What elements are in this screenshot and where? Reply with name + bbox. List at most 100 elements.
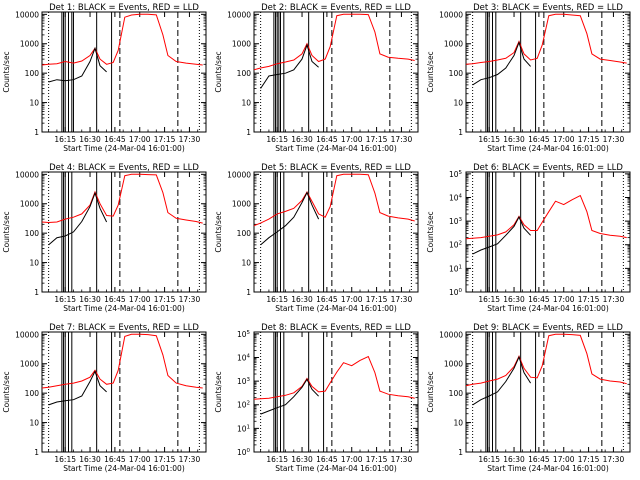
- det-9-xlabel: Start Time (24-Mar-04 16:01:00): [487, 464, 609, 473]
- det-6-ytick-label: 104: [449, 193, 463, 202]
- det-2-xtick-label: 16:30: [291, 135, 313, 144]
- det-5-xtick-label: 17:00: [341, 295, 363, 304]
- det-4-ytick-label: 100: [25, 229, 40, 238]
- det-9-ytick-label: 10: [453, 419, 463, 428]
- det-8-ytick-label: 101: [237, 424, 250, 433]
- det-5-xtick-label: 16:30: [291, 295, 313, 304]
- det-1-xlabel: Start Time (24-Mar-04 16:01:00): [63, 144, 185, 153]
- det-1-ytick-label: 100: [25, 69, 40, 78]
- det-5-xlabel: Start Time (24-Mar-04 16:01:00): [275, 304, 397, 313]
- det-3-xtick-label: 17:30: [603, 135, 625, 144]
- det-5-events-line: [260, 191, 320, 246]
- det-2-xtick-label: 17:30: [391, 135, 413, 144]
- det-5-xtick-label: 17:30: [391, 295, 413, 304]
- det-9-xtick-label: 17:00: [553, 455, 575, 464]
- det-1-panel: Det 1: BLACK = Events, RED = LLD 1 10 100 10…: [2, 3, 207, 153]
- det-9-xtick-label: 16:30: [503, 455, 525, 464]
- det-9-events-line: [472, 355, 532, 406]
- det-6-xtick-label: 16:45: [528, 295, 550, 304]
- det-6-axis-box: [465, 171, 631, 293]
- det-9-lld-line: [465, 333, 627, 387]
- det-5-title: Det 5: BLACK = Events, RED = LLD: [261, 163, 411, 173]
- det-4-xtick-label: 17:00: [129, 295, 151, 304]
- det-7-title: Det 7: BLACK = Events, RED = LLD: [49, 323, 199, 333]
- det-8-axis-box: [253, 331, 419, 453]
- det-3-events-line: [472, 40, 531, 86]
- det-7-xtick-label: 16:45: [104, 455, 126, 464]
- det-9-xtick-label: 16:15: [478, 455, 500, 464]
- det-1-xtick-label: 17:00: [129, 135, 151, 144]
- det-7-ytick-label: 1000: [20, 360, 39, 369]
- det-3-xtick-label: 16:15: [478, 135, 500, 144]
- det-8-xlabel: Start Time (24-Mar-04 16:01:00): [275, 464, 397, 473]
- det-2-xtick-label: 16:45: [316, 135, 338, 144]
- det-5-ytick-label: 1000: [232, 200, 251, 209]
- det-8-ytick-label: 100: [237, 448, 251, 457]
- det-9-axis-box: [465, 331, 631, 453]
- det-6-ylabel: Counts/sec: [426, 211, 435, 252]
- det-7-ytick-label: 10000: [15, 330, 39, 339]
- det-1-axis-box: [41, 11, 207, 133]
- det-2-ytick-label: 1000: [232, 40, 251, 49]
- det-2-xtick-label: 16:15: [266, 135, 288, 144]
- det-1-ytick-label: 10: [29, 99, 39, 108]
- det-9-ytick-label: 10000: [439, 330, 463, 339]
- det-4-ylabel: Counts/sec: [2, 211, 11, 252]
- det-9-ytick-label: 1: [458, 448, 463, 457]
- det-2-xlabel: Start Time (24-Mar-04 16:01:00): [275, 144, 397, 153]
- det-2-axis-box: [253, 11, 419, 133]
- det-5-ytick-label: 100: [237, 229, 252, 238]
- det-4-title: Det 4: BLACK = Events, RED = LLD: [49, 163, 199, 173]
- det-4-ytick-label: 1: [34, 288, 39, 297]
- det-6-events-line: [472, 215, 531, 255]
- det-5-xtick-label: 17:15: [366, 295, 388, 304]
- det-3-lld-line: [465, 13, 627, 65]
- det-4-xtick-label: 16:15: [54, 295, 76, 304]
- det-4-xtick-label: 16:30: [79, 295, 101, 304]
- det-3-ylabel: Counts/sec: [426, 51, 435, 92]
- det-2-ytick-label: 10: [241, 99, 251, 108]
- det-8-ytick-label: 102: [237, 401, 250, 410]
- det-1-ylabel: Counts/sec: [2, 51, 11, 92]
- det-3-ytick-label: 1000: [444, 40, 463, 49]
- det-1-xtick-label: 16:30: [79, 135, 101, 144]
- det-3-title: Det 3: BLACK = Events, RED = LLD: [473, 3, 623, 13]
- det-2-ylabel: Counts/sec: [214, 51, 223, 92]
- det-1-title: Det 1: BLACK = Events, RED = LLD: [49, 3, 199, 13]
- det-4-ytick-label: 1000: [20, 200, 39, 209]
- det-6-xtick-label: 17:00: [553, 295, 575, 304]
- det-6-xtick-label: 16:30: [503, 295, 525, 304]
- det-6-ytick-label: 103: [449, 217, 463, 226]
- det-4-xtick-label: 17:30: [179, 295, 201, 304]
- det-9-xtick-label: 17:15: [578, 455, 600, 464]
- det-5-panel: Det 5: BLACK = Events, RED = LLD 1 10 100 10…: [214, 163, 419, 313]
- det-7-ylabel: Counts/sec: [2, 371, 11, 412]
- det-7-lld-line: [41, 333, 203, 389]
- det-9-title: Det 9: BLACK = Events, RED = LLD: [473, 323, 623, 333]
- det-4-events-line: [48, 191, 108, 246]
- det-3-ytick-label: 100: [449, 69, 464, 78]
- det-7-xtick-label: 16:15: [54, 455, 76, 464]
- det-4-xtick-label: 16:45: [104, 295, 126, 304]
- det-9-panel: Det 9: BLACK = Events, RED = LLD 1 10 100 10…: [426, 323, 631, 473]
- det-5-xtick-label: 16:15: [266, 295, 288, 304]
- det-4-lld-line: [41, 173, 203, 224]
- det-8-title: Det 8: BLACK = Events, RED = LLD: [261, 323, 411, 333]
- det-1-events-line: [48, 46, 107, 83]
- det-5-ytick-label: 1: [246, 288, 251, 297]
- det-3-panel: Det 3: BLACK = Events, RED = LLD 1 10 100 10…: [426, 3, 631, 153]
- det-4-ytick-label: 10: [29, 259, 39, 268]
- det-7-panel: Det 7: BLACK = Events, RED = LLD 1 10 100 10…: [2, 323, 207, 473]
- det-2-ytick-label: 1: [246, 128, 251, 137]
- det-6-ytick-label: 100: [449, 288, 463, 297]
- det-2-panel: Det 2: BLACK = Events, RED = LLD 1 10 100 10…: [214, 3, 419, 153]
- det-2-events-line: [260, 43, 319, 89]
- det-1-xtick-label: 16:45: [104, 135, 126, 144]
- det-6-xtick-label: 17:15: [578, 295, 600, 304]
- det-5-ytick-label: 10: [241, 259, 251, 268]
- det-1-ytick-label: 1000: [20, 40, 39, 49]
- det-7-axis-box: [41, 331, 207, 453]
- det-7-xtick-label: 17:30: [179, 455, 201, 464]
- det-7-xtick-label: 17:00: [129, 455, 151, 464]
- det-6-lld-line: [465, 194, 627, 240]
